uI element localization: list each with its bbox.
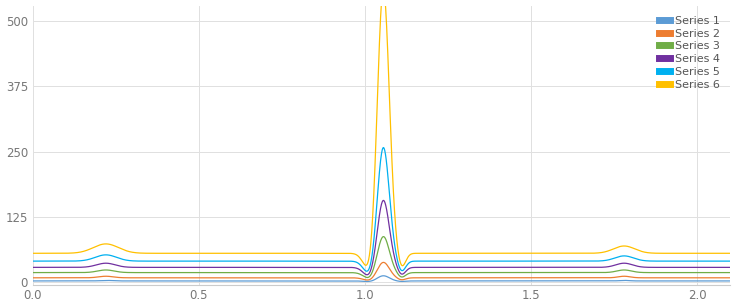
Series 1 — [149, 279, 158, 283]
Series 2 — [379, 261, 388, 264]
Series 2 — [637, 276, 646, 280]
Series 5 — [149, 259, 158, 263]
Line: Series 6: Series 6 — [33, 0, 730, 266]
Series 3 — [149, 271, 158, 274]
Series 2 — [712, 276, 721, 280]
Series 4 — [712, 265, 721, 269]
Series 6 — [29, 251, 38, 255]
Series 1 — [326, 279, 335, 283]
Series 6 — [108, 243, 117, 247]
Series 5 — [296, 259, 305, 263]
Series 5 — [726, 259, 735, 263]
Series 2 — [149, 276, 158, 280]
Series 4 — [326, 265, 335, 269]
Series 5 — [637, 258, 646, 262]
Series 1 — [29, 279, 38, 283]
Series 5 — [379, 146, 388, 149]
Series 3 — [326, 271, 335, 274]
Series 4 — [637, 265, 646, 269]
Line: Series 4: Series 4 — [33, 201, 730, 275]
Series 2 — [726, 276, 735, 280]
Series 6 — [149, 251, 158, 255]
Series 3 — [363, 276, 372, 279]
Series 3 — [108, 269, 117, 273]
Line: Series 1: Series 1 — [33, 276, 730, 282]
Series 3 — [637, 271, 646, 274]
Series 6 — [296, 251, 305, 255]
Series 2 — [108, 275, 117, 279]
Line: Series 3: Series 3 — [33, 237, 730, 278]
Line: Series 2: Series 2 — [33, 262, 730, 280]
Series 3 — [379, 235, 388, 238]
Series 2 — [326, 276, 335, 280]
Series 1 — [362, 280, 371, 283]
Series 1 — [712, 279, 721, 283]
Series 4 — [726, 265, 735, 269]
Series 4 — [379, 199, 388, 202]
Series 4 — [108, 262, 117, 266]
Series 4 — [363, 273, 372, 277]
Line: Series 5: Series 5 — [33, 148, 730, 271]
Series 5 — [29, 259, 38, 263]
Series 5 — [108, 254, 117, 258]
Series 3 — [712, 271, 721, 274]
Series 6 — [712, 251, 721, 255]
Series 5 — [362, 270, 371, 273]
Series 1 — [726, 279, 735, 283]
Series 3 — [29, 271, 38, 274]
Series 6 — [398, 264, 407, 268]
Series 3 — [296, 271, 305, 274]
Series 1 — [637, 279, 646, 283]
Series 5 — [712, 259, 721, 263]
Series 2 — [29, 276, 38, 280]
Series 1 — [296, 279, 305, 283]
Series 6 — [326, 251, 335, 255]
Series 1 — [108, 279, 117, 282]
Series 2 — [296, 276, 305, 280]
Series 4 — [296, 265, 305, 269]
Series 1 — [379, 274, 388, 278]
Series 6 — [637, 250, 646, 253]
Series 4 — [149, 265, 158, 269]
Series 2 — [363, 278, 372, 282]
Legend: Series 1, Series 2, Series 3, Series 4, Series 5, Series 6: Series 1, Series 2, Series 3, Series 4, … — [654, 11, 725, 95]
Series 3 — [726, 271, 735, 274]
Series 5 — [326, 259, 335, 263]
Series 6 — [726, 251, 735, 255]
Series 4 — [29, 265, 38, 269]
